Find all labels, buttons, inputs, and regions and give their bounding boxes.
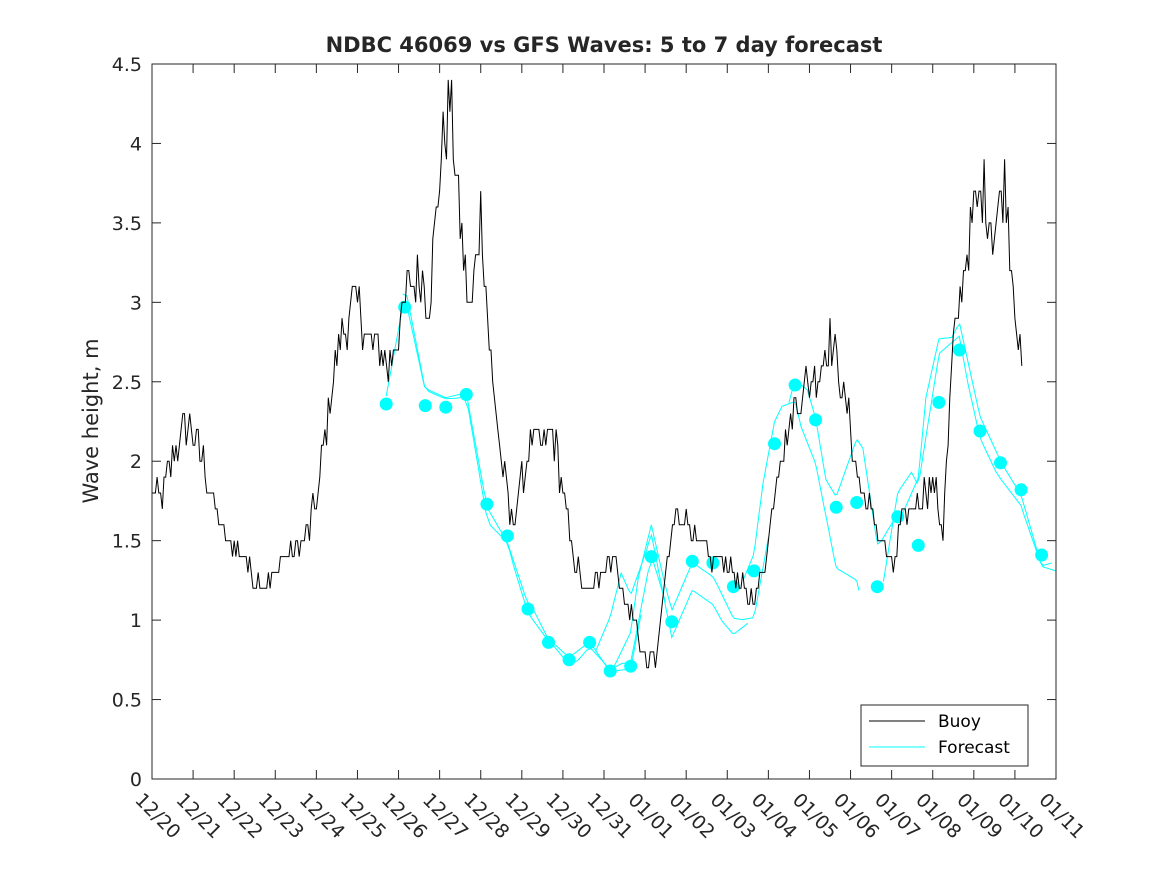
x-tick-label: 01/11: [1034, 789, 1088, 843]
x-tick-label: 12/22: [213, 789, 267, 843]
x-tick-label: 12/28: [459, 789, 513, 843]
x-tick-label: 12/27: [418, 789, 472, 843]
forecast-point: [1035, 548, 1049, 562]
forecast-point: [891, 510, 905, 524]
x-tick-label: 01/04: [747, 789, 801, 843]
forecast-point: [644, 550, 658, 564]
x-tick-label: 01/08: [911, 789, 965, 843]
forecast-point: [829, 500, 843, 514]
forecast-run-line: [882, 335, 1053, 582]
forecast-point: [521, 602, 535, 616]
x-tick-label: 01/07: [870, 789, 924, 843]
legend-forecast-label: Forecast: [938, 738, 1010, 758]
x-tick-label: 12/29: [500, 789, 554, 843]
plot-background: [152, 64, 1056, 779]
forecast-point: [418, 399, 432, 413]
forecast-run-line: [385, 302, 642, 673]
forecast-run-line: [743, 401, 860, 591]
x-tick-label: 01/02: [665, 789, 719, 843]
forecast-point: [500, 529, 514, 543]
y-tick-label: 1: [130, 610, 142, 632]
legend-box: [860, 704, 1029, 767]
buoy-layer: [152, 79, 1023, 669]
y-axis-ticks: 0 0.5 1 1.5 2 2.5 3 3.5 4 4.5: [112, 54, 1056, 791]
forecast-point: [809, 413, 823, 427]
x-tick-label: 12/21: [172, 789, 226, 843]
chart-title: NDBC 46069 vs GFS Waves: 5 to 7 day fore…: [326, 33, 883, 57]
y-tick-label: 2: [130, 451, 142, 473]
forecast-point: [583, 635, 597, 649]
x-tick-label: 01/05: [788, 789, 842, 843]
forecast-point: [850, 496, 864, 509]
y-tick-label: 2.5: [112, 372, 142, 394]
forecast-point: [911, 538, 925, 552]
y-tick-label: 0: [130, 769, 142, 791]
y-tick-label: 4: [130, 133, 142, 155]
forecast-point: [439, 400, 453, 414]
forecast-run-line: [899, 322, 1057, 572]
forecast-point: [870, 580, 884, 594]
x-tick-label: 12/25: [336, 789, 390, 843]
forecast-point: [562, 653, 576, 667]
forecast-point: [747, 564, 761, 578]
x-tick-label: 12/26: [377, 789, 431, 843]
x-tick-label: 12/31: [582, 789, 636, 843]
y-tick-label: 1.5: [112, 531, 142, 553]
x-tick-label: 01/01: [624, 789, 678, 843]
y-axis-label: Wave height, m: [79, 338, 103, 503]
forecast-point: [379, 397, 393, 411]
forecast-point: [768, 437, 781, 451]
forecast-point: [685, 554, 699, 568]
forecast-point: [932, 395, 946, 409]
legend: Buoy Forecast: [860, 704, 1029, 767]
x-tick-label: 01/03: [706, 789, 760, 843]
forecast-point: [973, 424, 987, 438]
x-tick-label: 12/20: [130, 789, 184, 843]
forecast-point: [952, 343, 966, 357]
forecast-point: [994, 456, 1007, 470]
forecast-point: [1014, 483, 1028, 497]
forecast-point: [542, 635, 555, 649]
forecast-point: [726, 580, 740, 594]
x-tick-label: 01/09: [952, 789, 1006, 843]
x-tick-label: 12/30: [541, 789, 595, 843]
forecast-point: [624, 659, 638, 673]
y-tick-label: 3: [130, 292, 142, 314]
legend-buoy-label: Buoy: [938, 712, 981, 732]
forecast-point: [788, 378, 802, 392]
buoy-series-line: [152, 79, 1023, 669]
y-tick-label: 4.5: [112, 54, 142, 76]
x-tick-label: 12/23: [254, 789, 308, 843]
forecast-point: [480, 497, 494, 511]
x-tick-label: 12/24: [295, 789, 349, 843]
x-tick-label: 01/06: [829, 789, 883, 843]
forecast-point: [459, 388, 473, 401]
forecast-point: [603, 664, 617, 678]
y-tick-label: 0.5: [112, 690, 142, 712]
y-tick-label: 3.5: [112, 213, 142, 235]
forecast-run-line: [595, 533, 749, 652]
forecast-point: [665, 615, 679, 629]
x-tick-label: 01/10: [993, 789, 1047, 843]
